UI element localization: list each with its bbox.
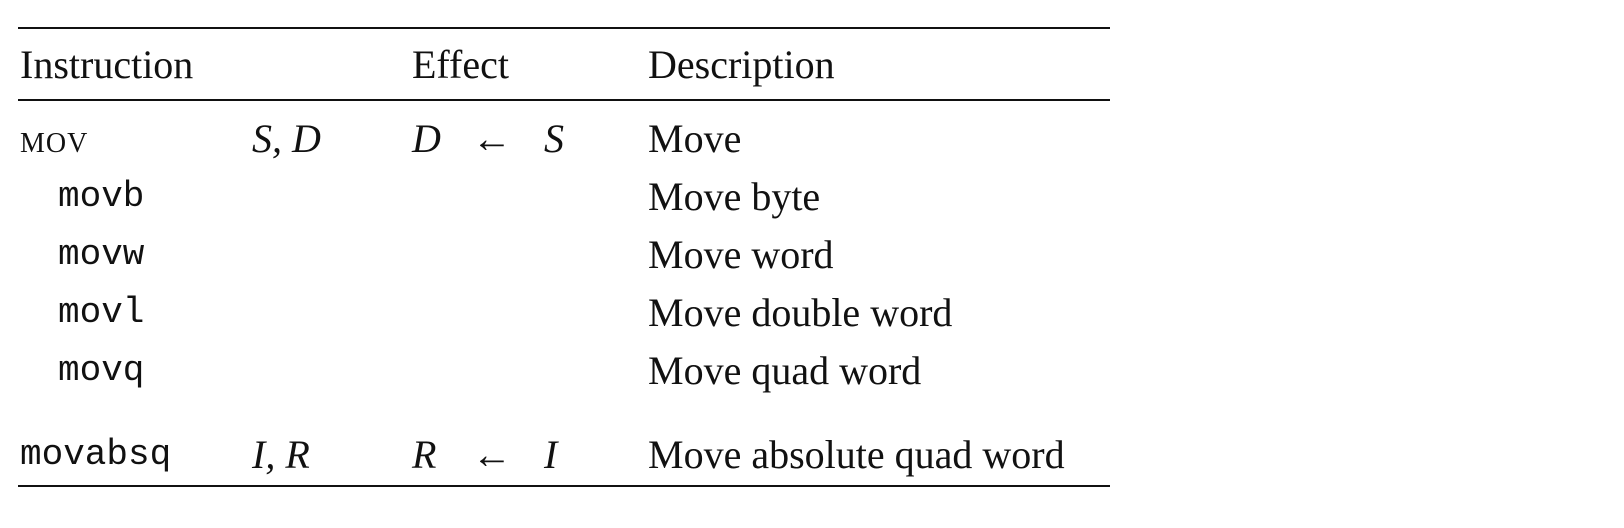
effect-src-movabsq: I bbox=[544, 432, 558, 477]
effect-dst-movabsq: R bbox=[412, 432, 437, 477]
header-effect: Effect bbox=[412, 42, 509, 87]
instruction-movl: movl bbox=[58, 292, 145, 333]
table-bottom-rule bbox=[18, 485, 1110, 487]
description-mov: Move bbox=[648, 116, 742, 161]
instruction-mov: MOV bbox=[20, 116, 89, 161]
description-movabsq: Move absolute quad word bbox=[648, 432, 1065, 477]
instruction-movb: movb bbox=[58, 176, 145, 217]
table-header-rule bbox=[18, 99, 1110, 101]
effect-src-mov: S bbox=[544, 116, 564, 161]
header-instruction: Instruction bbox=[20, 42, 194, 87]
instruction-movabsq: movabsq bbox=[20, 434, 172, 475]
table-top-rule bbox=[18, 27, 1110, 29]
description-movq: Move quad word bbox=[648, 348, 922, 393]
description-movw: Move word bbox=[648, 232, 834, 277]
instruction-movq: movq bbox=[58, 350, 145, 391]
header-description: Description bbox=[648, 42, 835, 87]
effect-arrow-movabsq: ← bbox=[472, 432, 512, 477]
operands-movabsq: I, R bbox=[252, 432, 310, 477]
effect-dst-mov: D bbox=[412, 116, 441, 161]
effect-arrow-mov: ← bbox=[472, 116, 512, 161]
description-movl: Move double word bbox=[648, 290, 953, 335]
description-movb: Move byte bbox=[648, 174, 821, 219]
operands-mov: S, D bbox=[252, 116, 321, 161]
instruction-movw: movw bbox=[58, 234, 145, 275]
